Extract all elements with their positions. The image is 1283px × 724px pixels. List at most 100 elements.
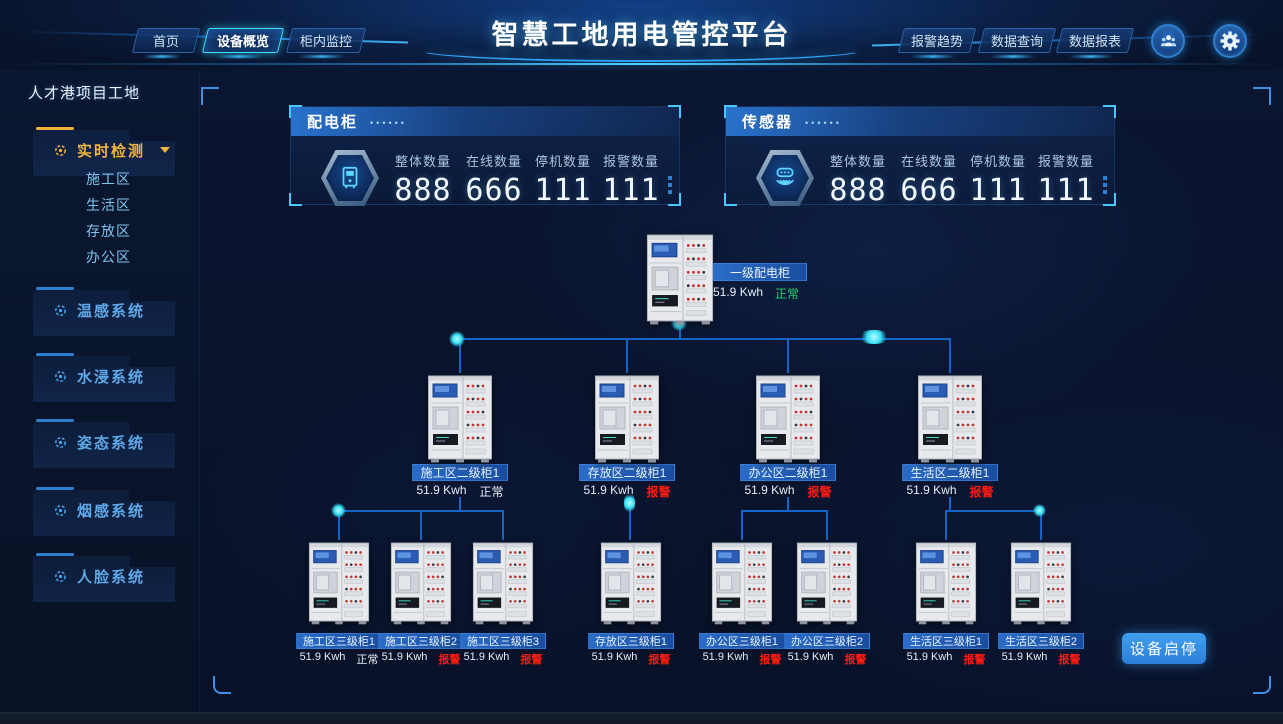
connector <box>459 340 461 373</box>
card-bracket <box>289 105 302 118</box>
node-l2-construction[interactable]: 施工区二级柜1 51.9 Kwh 正常 <box>400 373 520 500</box>
card-header: 配电柜 •••••• <box>291 107 679 136</box>
gear-icon <box>1220 31 1240 51</box>
node-status: 报警 <box>646 485 671 499</box>
connector <box>945 512 947 540</box>
node-energy: 51.9 Kwh <box>713 285 764 299</box>
connector <box>949 340 951 373</box>
node-status: 报警 <box>520 654 543 666</box>
sidebar-item-posture-system[interactable]: 姿态系统 <box>33 419 183 465</box>
node-name: 生活区二级柜1 <box>902 464 998 481</box>
node-energy: 51.9 Kwh <box>906 483 957 497</box>
cabinet-graphic <box>915 540 977 625</box>
corner-bracket <box>1253 87 1271 105</box>
cabinet-graphic <box>796 540 858 625</box>
sidebar-item-temperature-system[interactable]: 温感系统 <box>33 287 183 333</box>
node-l3-office-1[interactable]: 办公区三级柜1 51.9 Kwh 报警 <box>682 540 802 667</box>
tab-home[interactable]: 首页 <box>131 28 201 53</box>
card-bracket <box>1103 193 1116 206</box>
connector <box>787 340 789 373</box>
node-l3-living-2[interactable]: 生活区三级柜2 51.9 Kwh 报警 <box>981 540 1101 667</box>
node-energy: 51.9 Kwh <box>463 651 510 663</box>
node-l3-office-2[interactable]: 办公区三级柜2 51.9 Kwh 报警 <box>767 540 887 667</box>
node-name: 生活区三级柜2 <box>998 633 1084 649</box>
hexagon-badge <box>756 150 814 206</box>
tab-device-overview[interactable]: 设备概览 <box>201 28 285 53</box>
tab-cabinet-monitor[interactable]: 柜内监控 <box>285 28 367 53</box>
node-status: 正常 <box>479 485 504 499</box>
cabinet-graphic <box>600 540 662 625</box>
cabinet-graphic <box>645 232 715 325</box>
sidebar-subitem-storage-area[interactable]: 存放区 <box>86 223 131 239</box>
node-name: 办公区二级柜1 <box>740 464 836 481</box>
device-toggle-button[interactable]: 设备启停 <box>1122 633 1206 664</box>
connector <box>945 510 1042 512</box>
sidebar: 人才港项目工地 实时检测 施工区 生活区 存放区 办公区 温感系统 <box>0 70 200 712</box>
sidebar-item-water-system[interactable]: 水浸系统 <box>33 353 183 399</box>
sidebar-item-face-system[interactable]: 人脸系统 <box>33 553 183 599</box>
sidebar-item-realtime-detection[interactable]: 实时检测 <box>33 127 183 173</box>
crosshair-icon <box>55 144 66 156</box>
connector <box>338 510 504 512</box>
sidebar-subitem-office-area[interactable]: 办公区 <box>86 249 131 265</box>
sidebar-item-smoke-system[interactable]: 烟感系统 <box>33 487 183 533</box>
card-side-dots <box>1103 176 1107 194</box>
settings-button[interactable] <box>1213 24 1247 58</box>
node-l3-construction-3[interactable]: 施工区三级柜3 51.9 Kwh 报警 <box>443 540 563 667</box>
node-l3-construction-1[interactable]: 施工区三级柜1 51.9 Kwh 正常 <box>279 540 399 667</box>
card-bracket <box>289 193 302 206</box>
node-status: 报警 <box>844 654 867 666</box>
node-l3-construction-2[interactable]: 施工区三级柜2 51.9 Kwh 报警 <box>361 540 481 667</box>
connector <box>420 512 422 540</box>
node-l3-storage-1[interactable]: 存放区三级柜1 51.9 Kwh 报警 <box>571 540 691 667</box>
cabinet-graphic <box>917 373 983 463</box>
stat-alarm: 报警数量 111 <box>1037 154 1095 208</box>
crosshair-icon <box>55 570 66 582</box>
tab-data-query[interactable]: 数据查询 <box>977 28 1057 53</box>
node-energy: 51.9 Kwh <box>583 483 634 497</box>
hexagon-badge <box>321 150 379 206</box>
card-deco-dots: •••••• <box>370 117 407 128</box>
connector <box>741 512 743 540</box>
node-l2-living[interactable]: 生活区二级柜1 51.9 Kwh 报警 <box>890 373 1010 500</box>
node-l3-living-1[interactable]: 生活区三级柜1 51.9 Kwh 报警 <box>886 540 1006 667</box>
node-status: 报警 <box>807 485 832 499</box>
stat-stopped: 停机数量 111 <box>969 154 1027 208</box>
node-l2-storage[interactable]: 存放区二级柜1 51.9 Kwh 报警 <box>567 373 687 500</box>
cabinet-graphic <box>472 540 534 625</box>
menu-accent-line <box>36 553 74 556</box>
sidebar-subitem-living-area[interactable]: 生活区 <box>86 197 131 213</box>
node-name: 施工区二级柜1 <box>412 464 508 481</box>
connector <box>949 497 951 510</box>
node-status: 报警 <box>963 654 986 666</box>
node-energy: 51.9 Kwh <box>744 483 795 497</box>
users-button[interactable] <box>1151 24 1185 58</box>
cabinet-graphic <box>427 373 493 463</box>
sidebar-subitem-construction-area[interactable]: 施工区 <box>86 171 131 187</box>
crosshair-icon <box>55 304 66 316</box>
connector <box>502 512 504 540</box>
node-l2-office[interactable]: 办公区二级柜1 51.9 Kwh 报警 <box>728 373 848 500</box>
sensor-icon <box>776 167 794 186</box>
node-name: 存放区二级柜1 <box>579 464 675 481</box>
node-root-cabinet[interactable]: 一级配电柜 51.9 Kwh 正常 <box>645 232 835 325</box>
bottom-bar <box>0 712 1283 724</box>
connector <box>787 497 789 510</box>
tab-data-report[interactable]: 数据报表 <box>1055 28 1135 53</box>
menu-accent-line <box>36 127 74 130</box>
cabinet-icon <box>342 166 358 189</box>
node-energy: 51.9 Kwh <box>416 483 467 497</box>
node-name: 存放区三级柜1 <box>588 633 674 649</box>
connector <box>1040 512 1042 540</box>
connector <box>679 323 681 339</box>
tab-alarm-trend[interactable]: 报警趋势 <box>897 28 977 53</box>
cabinet-graphic <box>755 373 821 463</box>
menu-accent-line <box>36 287 74 290</box>
node-status: 正常 <box>775 287 800 301</box>
caret-down-icon <box>160 147 171 153</box>
menu-accent-line <box>36 353 74 356</box>
node-status: 正常 <box>356 654 379 666</box>
node-energy: 51.9 Kwh <box>1001 651 1048 663</box>
card-bracket <box>724 193 737 206</box>
card-title: 配电柜 <box>307 114 359 131</box>
